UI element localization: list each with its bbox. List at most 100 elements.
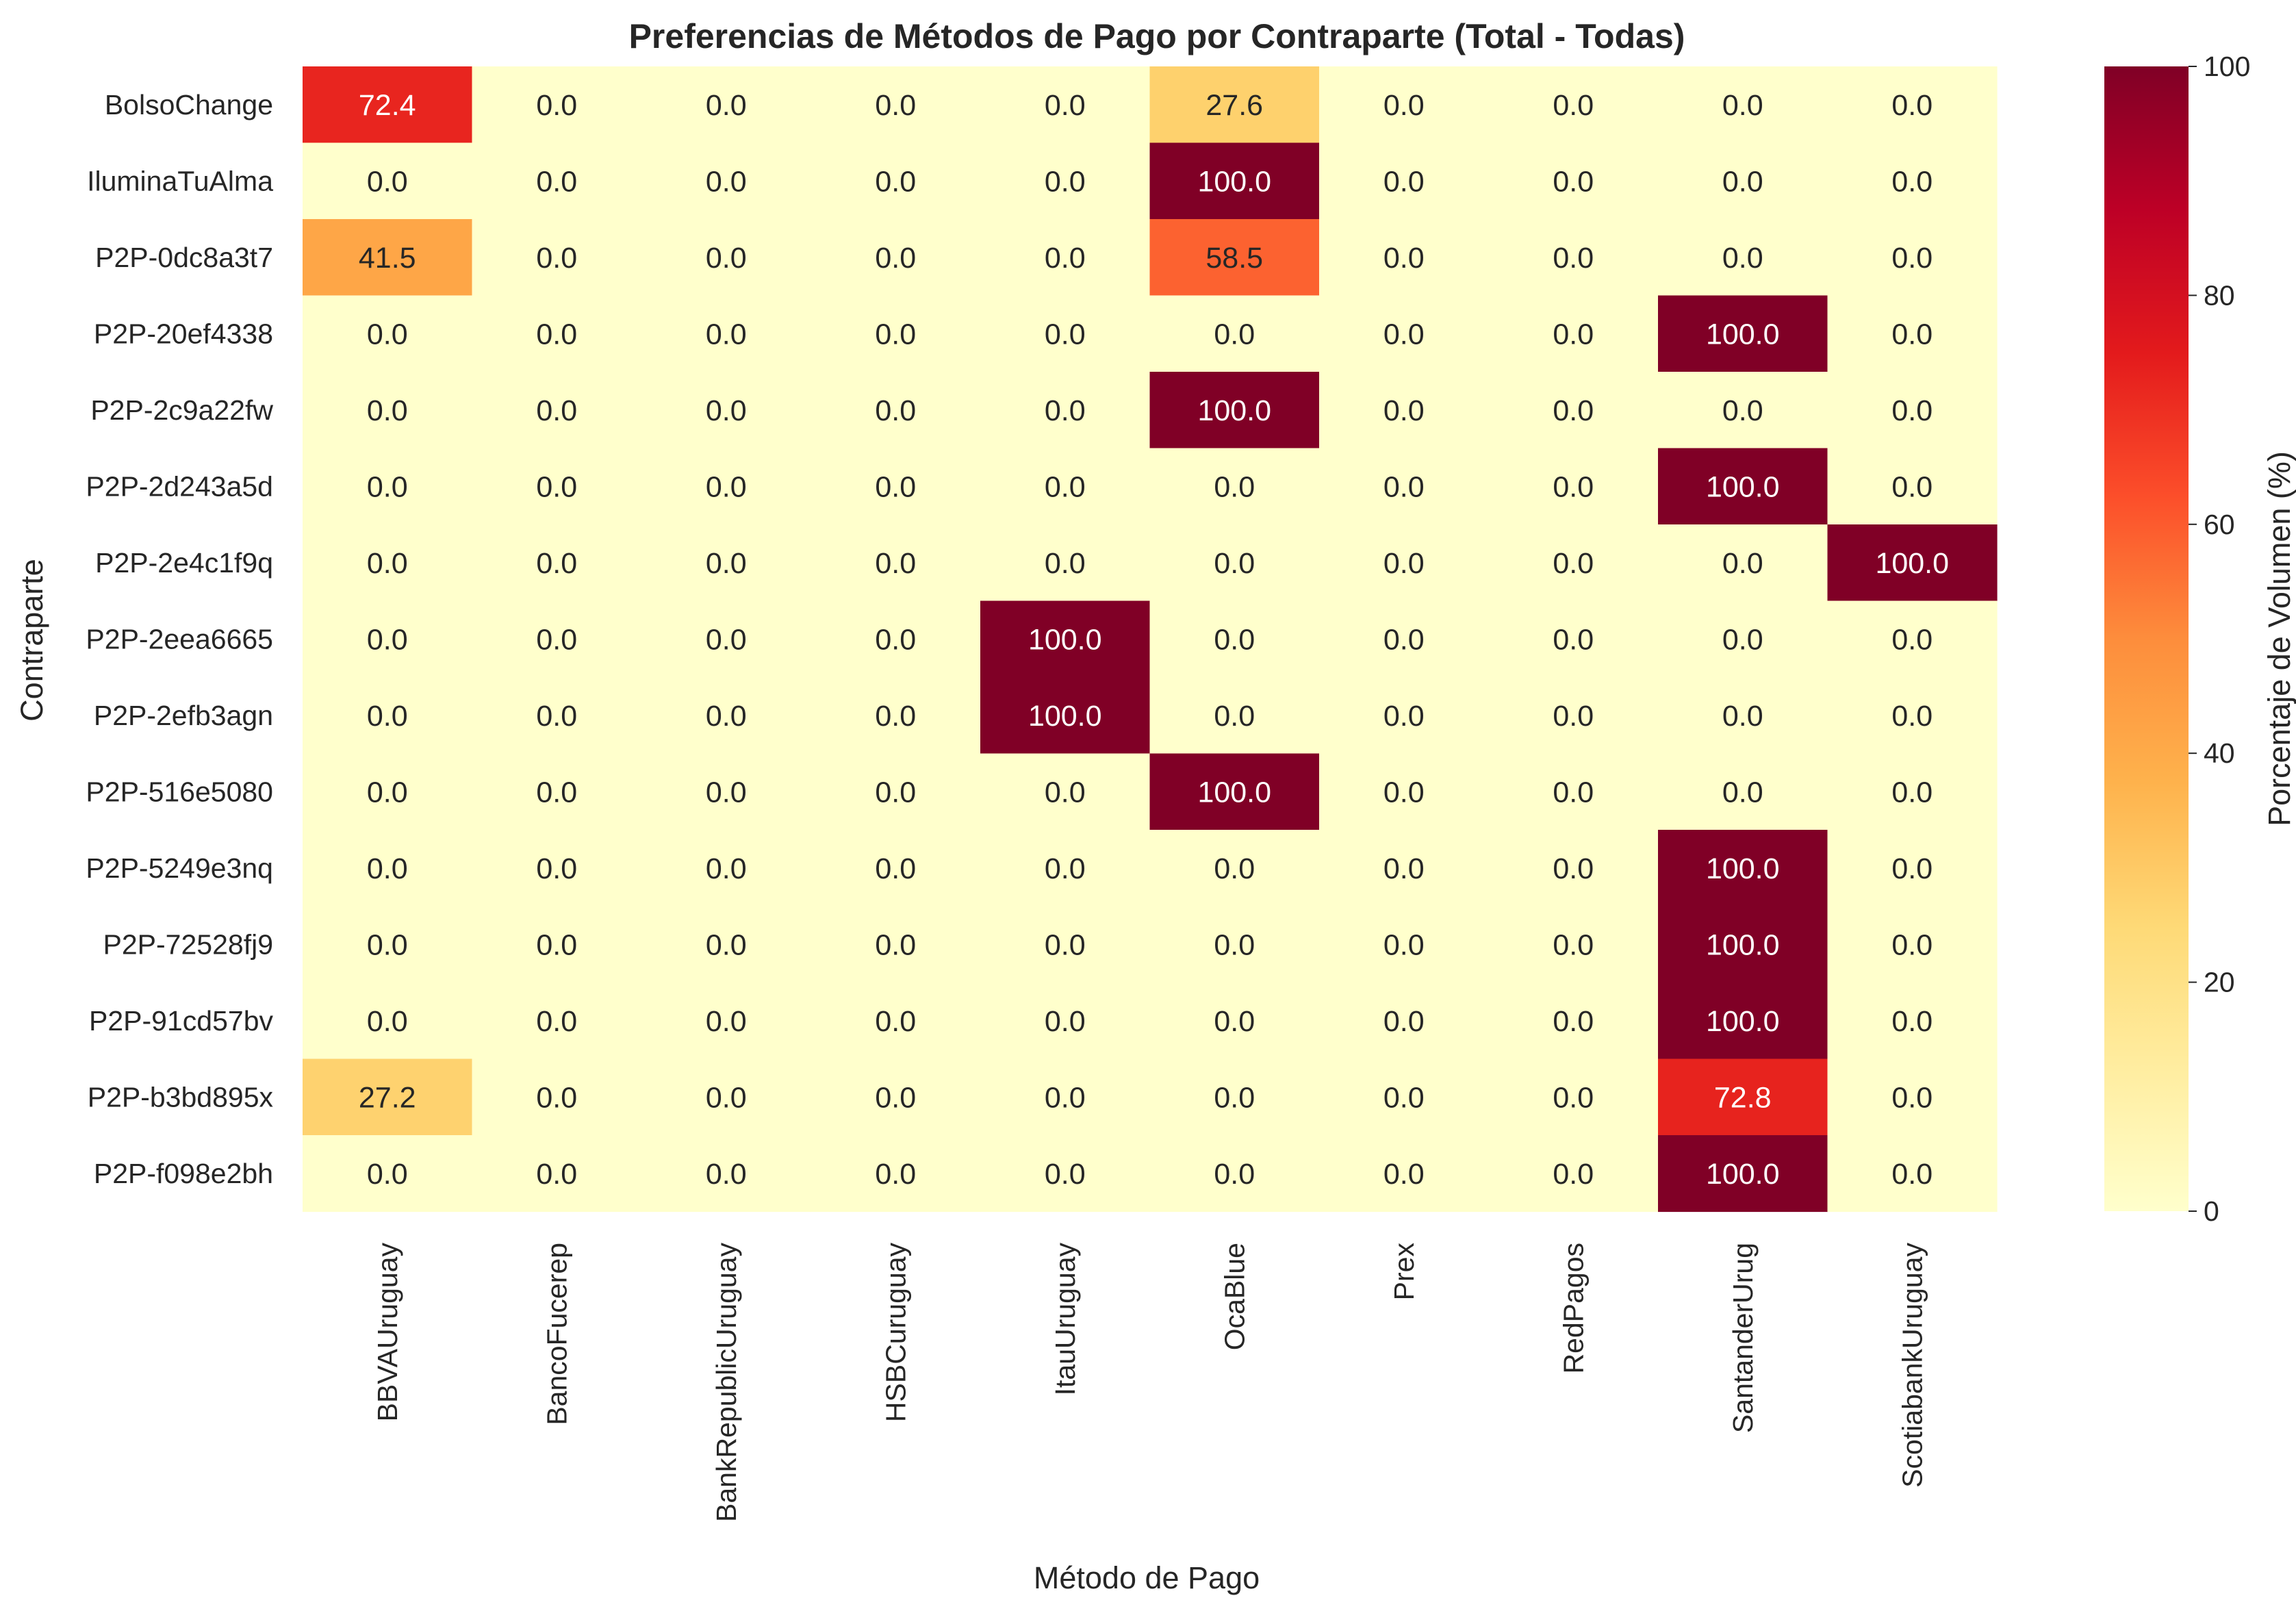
y-tick-label: P2P-f098e2bh: [94, 1158, 273, 1189]
x-tick-label: BancoFucerep: [541, 1243, 572, 1425]
cell-value-label: 0.0: [536, 470, 577, 503]
cell-value-label: 0.0: [367, 318, 408, 351]
heatmap-cell: [303, 1135, 473, 1213]
heatmap-cell: [1658, 753, 1828, 830]
heatmap-cell: [641, 830, 812, 907]
heatmap-cell: [811, 982, 981, 1060]
heatmap-cell: [1149, 1135, 1320, 1213]
heatmap-cell: [1658, 906, 1828, 983]
heatmap-cell: [1827, 982, 1998, 1060]
cell-value-label: 0.0: [1891, 318, 1933, 351]
y-axis-label: Contraparte: [14, 559, 49, 722]
cell-value-label: 58.5: [1206, 242, 1263, 275]
heatmap-cell: [1149, 906, 1320, 983]
heatmap-cell: [1658, 1135, 1828, 1213]
x-tick-labels: BBVAUruguay BancoFucerep BankRepublicUrugu…: [372, 1243, 1928, 1522]
cell-value-label: 0.0: [1891, 1081, 1933, 1114]
cell-value-label: 0.0: [875, 89, 916, 122]
cell-value-label: 0.0: [706, 1005, 747, 1038]
cell-value-label: 100.0: [1197, 776, 1271, 809]
heatmap-cell: [1488, 219, 1659, 296]
heatmap-cell: [811, 372, 981, 449]
heatmap-cell: [472, 524, 642, 602]
heatmap-cell: [980, 219, 1151, 296]
heatmap-cell: [641, 142, 812, 220]
y-tick-label: BolsoChange: [105, 89, 273, 120]
cell-value-label: 0.0: [1722, 623, 1763, 656]
heatmap-cell: [1319, 524, 1490, 602]
heatmap-cell: [1488, 600, 1659, 678]
heatmap-cell: [980, 524, 1151, 602]
heatmap-cell: [980, 906, 1151, 983]
cell-value-label: 0.0: [875, 1081, 916, 1114]
heatmap-cell: [1488, 982, 1659, 1060]
y-tick-label: P2P-2c9a22fw: [90, 394, 273, 426]
heatmap-cell: [811, 600, 981, 678]
cell-value-label: 0.0: [1722, 242, 1763, 275]
y-tick-label: P2P-91cd57bv: [89, 1005, 273, 1037]
cell-value-label: 0.0: [706, 700, 747, 733]
cell-value-label: 0.0: [1045, 165, 1086, 198]
cell-value-label: 0.0: [1553, 623, 1594, 656]
cell-value-label: 0.0: [875, 394, 916, 427]
heatmap-cell: [1149, 1058, 1320, 1136]
heatmap-cell: [811, 830, 981, 907]
y-tick-label: P2P-516e5080: [86, 776, 273, 807]
heatmap-cell: [641, 753, 812, 830]
heatmap-cell: [1488, 1058, 1659, 1136]
cell-value-label: 0.0: [1383, 165, 1425, 198]
heatmap-cell: [1149, 677, 1320, 754]
x-tick-label: SantanderUrug: [1727, 1243, 1759, 1433]
x-tick-label: RedPagos: [1557, 1243, 1589, 1373]
cell-value-label: 0.0: [1383, 1158, 1425, 1191]
cell-value-label: 0.0: [1383, 394, 1425, 427]
heatmap-cell: [303, 753, 473, 830]
heatmap-cell: [1319, 677, 1490, 754]
cell-value-label: 0.0: [1383, 547, 1425, 580]
cell-value-label: 0.0: [706, 928, 747, 961]
heatmap-cell: [980, 372, 1151, 449]
heatmap-cell: [1149, 448, 1320, 525]
cell-value-label: 0.0: [1383, 700, 1425, 733]
heatmap-cell: [1149, 219, 1320, 296]
cell-value-label: 0.0: [706, 165, 747, 198]
heatmap-cell: [1658, 600, 1828, 678]
cell-value-label: 0.0: [536, 852, 577, 885]
y-tick-label: P2P-2efb3agn: [94, 700, 273, 731]
cell-value-label: 0.0: [1214, 928, 1255, 961]
heatmap-cell: [811, 219, 981, 296]
heatmap-cell: [980, 66, 1151, 144]
cell-value-label: 0.0: [1214, 1158, 1255, 1191]
heatmap-cell: [811, 1135, 981, 1213]
heatmap-cell: [1488, 524, 1659, 602]
heatmap-cell: [980, 1135, 1151, 1213]
heatmap-cell: [1658, 372, 1828, 449]
cell-value-label: 0.0: [536, 394, 577, 427]
heatmap-cell: [1827, 372, 1998, 449]
cell-value-label: 0.0: [1214, 318, 1255, 351]
heatmap-cell: [641, 66, 812, 144]
heatmap-cell: [303, 906, 473, 983]
heatmap-cell: [980, 753, 1151, 830]
cell-value-label: 0.0: [1214, 623, 1255, 656]
cell-value-label: 0.0: [1045, 1005, 1086, 1038]
cell-value-label: 0.0: [706, 242, 747, 275]
cell-value-label: 100.0: [1197, 394, 1271, 427]
cell-value-label: 0.0: [875, 547, 916, 580]
heatmap-cell: [1488, 753, 1659, 830]
heatmap-cell: [1658, 982, 1828, 1060]
colorbar: [2104, 66, 2189, 1211]
cell-value-label: 0.0: [1383, 318, 1425, 351]
y-tick-label: P2P-72528fj9: [103, 928, 273, 960]
heatmap-cell: [641, 295, 812, 372]
x-tick-label: BankRepublicUruguay: [711, 1243, 742, 1522]
heatmap-cell: [641, 448, 812, 525]
cell-value-label: 0.0: [536, 776, 577, 809]
cell-value-label: 0.0: [1722, 165, 1763, 198]
heatmap-cell: [1658, 830, 1828, 907]
heatmap-cell: [1319, 372, 1490, 449]
cell-value-label: 0.0: [1722, 394, 1763, 427]
heatmap-cell: [811, 677, 981, 754]
colorbar-tick-label: 80: [2204, 279, 2235, 311]
heatmap-cell: [1149, 524, 1320, 602]
